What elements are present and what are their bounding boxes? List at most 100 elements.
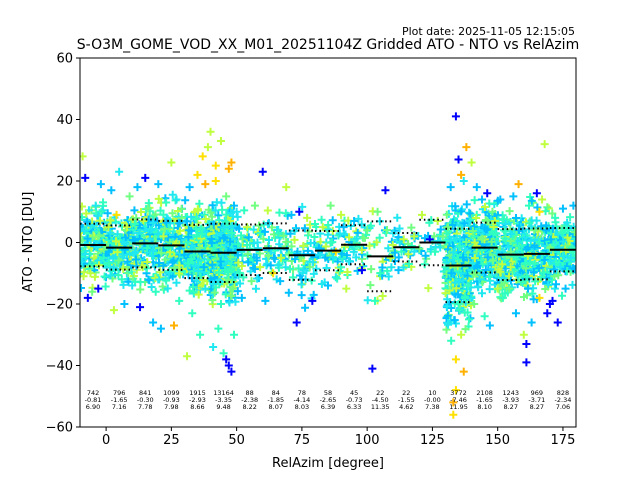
- point-marker: [566, 213, 575, 222]
- bin-mean-label: -3.71: [528, 396, 545, 404]
- x-tick-label: 175: [551, 433, 576, 448]
- data-point: [227, 367, 236, 376]
- y-axis-label: ATO - NTO [DU]: [21, 192, 36, 293]
- point-marker: [459, 276, 468, 285]
- data-point: [206, 127, 215, 136]
- point-marker: [383, 226, 392, 235]
- data-point: [154, 180, 163, 189]
- point-marker: [187, 226, 196, 235]
- data-point: [543, 309, 552, 318]
- point-marker: [100, 272, 109, 281]
- data-point: [295, 207, 304, 216]
- point-marker: [299, 265, 308, 274]
- point-marker: [80, 272, 88, 281]
- point-marker: [558, 229, 567, 238]
- bin-std-label: 7.06: [556, 403, 570, 411]
- data-point: [438, 232, 447, 241]
- bin-mean-label: -1.65: [476, 396, 493, 404]
- point-marker: [357, 245, 366, 254]
- data-point: [472, 183, 481, 192]
- point-marker: [489, 222, 498, 231]
- bin-std-label: 6.33: [347, 403, 361, 411]
- point-marker: [460, 294, 469, 303]
- data-point: [483, 189, 492, 198]
- point-marker: [208, 243, 217, 252]
- point-marker: [233, 287, 242, 296]
- point-marker: [506, 236, 515, 245]
- data-point: [107, 186, 116, 195]
- point-marker: [201, 214, 210, 223]
- point-marker: [260, 227, 269, 236]
- point-marker: [537, 273, 546, 282]
- bin-std-label: 11.35: [371, 403, 390, 411]
- data-point: [532, 189, 541, 198]
- point-marker: [139, 217, 148, 226]
- point-marker: [460, 219, 469, 228]
- point-marker: [508, 257, 517, 266]
- data-point: [381, 186, 390, 195]
- point-marker: [497, 280, 506, 289]
- point-marker: [149, 218, 158, 227]
- data-point: [316, 250, 325, 259]
- point-marker: [215, 268, 224, 277]
- data-point: [193, 170, 202, 179]
- point-marker: [421, 251, 430, 260]
- data-point: [180, 250, 189, 259]
- data-point: [292, 318, 301, 327]
- point-marker: [534, 264, 543, 273]
- point-marker: [80, 284, 85, 293]
- point-marker: [331, 273, 340, 282]
- point-marker: [306, 238, 315, 247]
- point-marker: [237, 231, 246, 240]
- point-marker: [352, 234, 361, 243]
- data-point: [386, 253, 395, 262]
- x-tick-label: 75: [294, 433, 311, 448]
- point-marker: [528, 289, 537, 298]
- point-marker: [345, 233, 354, 242]
- point-marker: [395, 224, 404, 233]
- data-point: [451, 112, 460, 121]
- point-marker: [114, 256, 123, 265]
- point-marker: [469, 269, 478, 278]
- point-marker: [244, 233, 253, 242]
- data-point: [237, 293, 246, 302]
- point-marker: [352, 227, 361, 236]
- point-marker: [352, 253, 361, 262]
- point-marker: [253, 274, 262, 283]
- point-marker: [527, 196, 536, 205]
- point-marker: [267, 267, 276, 276]
- point-marker: [208, 212, 217, 221]
- data-point: [538, 195, 547, 204]
- point-marker: [123, 257, 132, 266]
- bin-std-label: 8.07: [269, 403, 283, 411]
- data-point: [326, 201, 335, 210]
- point-marker: [426, 245, 435, 254]
- point-marker: [470, 222, 479, 231]
- bin-count-label: 969: [531, 389, 543, 397]
- data-point: [183, 352, 192, 361]
- bin-count-label: 3772: [450, 389, 467, 397]
- data-point: [451, 355, 460, 364]
- data-point: [99, 253, 108, 262]
- point-marker: [233, 250, 242, 259]
- point-marker: [226, 237, 235, 246]
- point-marker: [119, 238, 128, 247]
- point-marker: [95, 231, 104, 240]
- bin-std-label: 8.22: [242, 403, 256, 411]
- point-marker: [212, 231, 221, 240]
- point-marker: [291, 255, 300, 264]
- point-marker: [106, 228, 115, 237]
- point-marker: [485, 285, 494, 294]
- point-marker: [80, 202, 86, 211]
- point-marker: [276, 277, 285, 286]
- data-point: [136, 303, 145, 312]
- data-point: [493, 284, 502, 293]
- point-marker: [444, 318, 453, 327]
- data-point: [350, 216, 359, 225]
- data-point: [399, 235, 408, 244]
- data-point: [128, 281, 137, 290]
- data-point: [81, 173, 90, 182]
- x-axis-label: RelAzim [degree]: [272, 456, 384, 471]
- bin-mean-label: -3.35: [215, 396, 232, 404]
- point-marker: [393, 213, 402, 222]
